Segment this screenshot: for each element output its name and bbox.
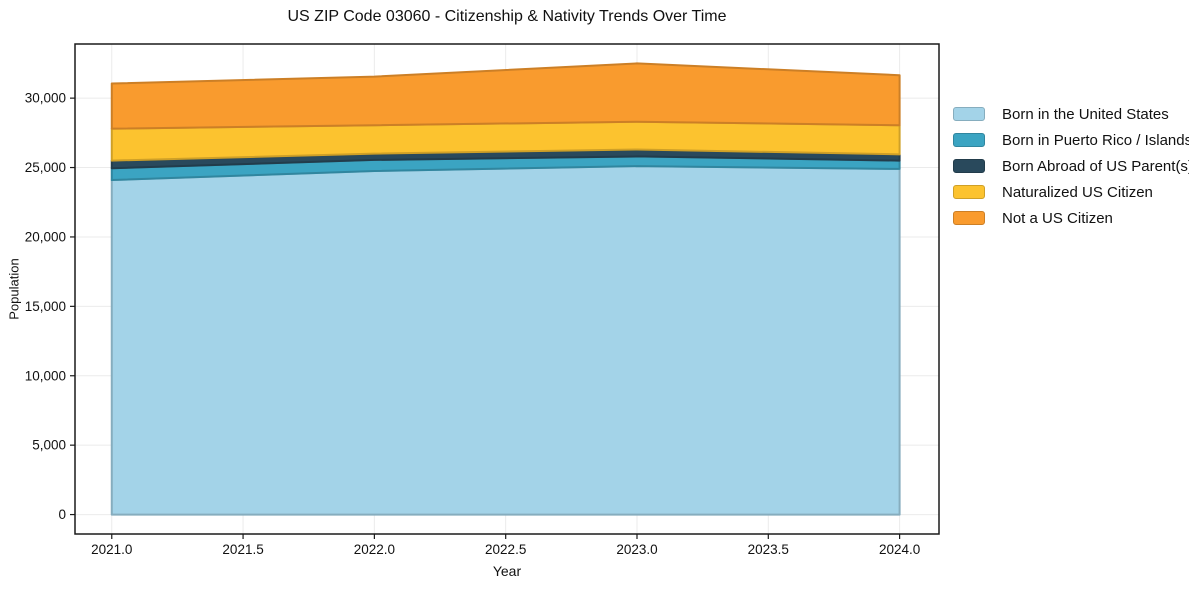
y-tick-label: 10,000 (25, 368, 66, 383)
x-tick-label: 2021.5 (222, 542, 263, 557)
legend-item: Born Abroad of US Parent(s) (953, 153, 1189, 179)
legend: Born in the United States Born in Puerto … (953, 101, 1189, 231)
x-tick-label: 2022.5 (485, 542, 526, 557)
y-tick-label: 30,000 (25, 91, 66, 106)
y-tick-label: 0 (58, 507, 66, 522)
legend-item-label: Not a US Citizen (1002, 209, 1113, 227)
legend-item: Born in Puerto Rico / Islands (953, 127, 1189, 153)
legend-item-label: Born in Puerto Rico / Islands (1002, 131, 1189, 149)
x-tick-label: 2023.0 (616, 542, 657, 557)
legend-item-label: Naturalized US Citizen (1002, 183, 1153, 201)
x-tick-label: 2024.0 (879, 542, 920, 557)
y-tick-label: 5,000 (32, 438, 66, 453)
area-born-in-the-united-states (110, 165, 901, 516)
legend-item: Not a US Citizen (953, 205, 1189, 231)
x-tick-label: 2022.0 (354, 542, 395, 557)
legend-item: Naturalized US Citizen (953, 179, 1189, 205)
legend-swatch (953, 211, 985, 225)
legend-item: Born in the United States (953, 101, 1189, 127)
area-series (110, 62, 901, 516)
y-tick-label: 15,000 (25, 299, 66, 314)
y-tick-label: 20,000 (25, 229, 66, 244)
legend-swatch (953, 107, 985, 121)
plot-frame (74, 43, 940, 535)
legend-item-label: Born Abroad of US Parent(s) (1002, 157, 1189, 175)
legend-swatch (953, 159, 985, 173)
x-axis-label: Year (492, 563, 522, 579)
chart-title: US ZIP Code 03060 - Citizenship & Nativi… (287, 8, 727, 25)
area-not-a-us-citizen (110, 62, 901, 130)
legend-swatch (953, 133, 985, 147)
x-tick-label: 2023.5 (748, 542, 789, 557)
y-tick-label: 25,000 (25, 160, 66, 175)
legend-item-label: Born in the United States (1002, 105, 1169, 123)
legend-swatch (953, 185, 985, 199)
x-tick-label: 2021.0 (91, 542, 132, 557)
axis-ticks: 2021.0 2021.5 2022.0 2022.5 2023.0 2023.5 2024… (25, 91, 921, 557)
